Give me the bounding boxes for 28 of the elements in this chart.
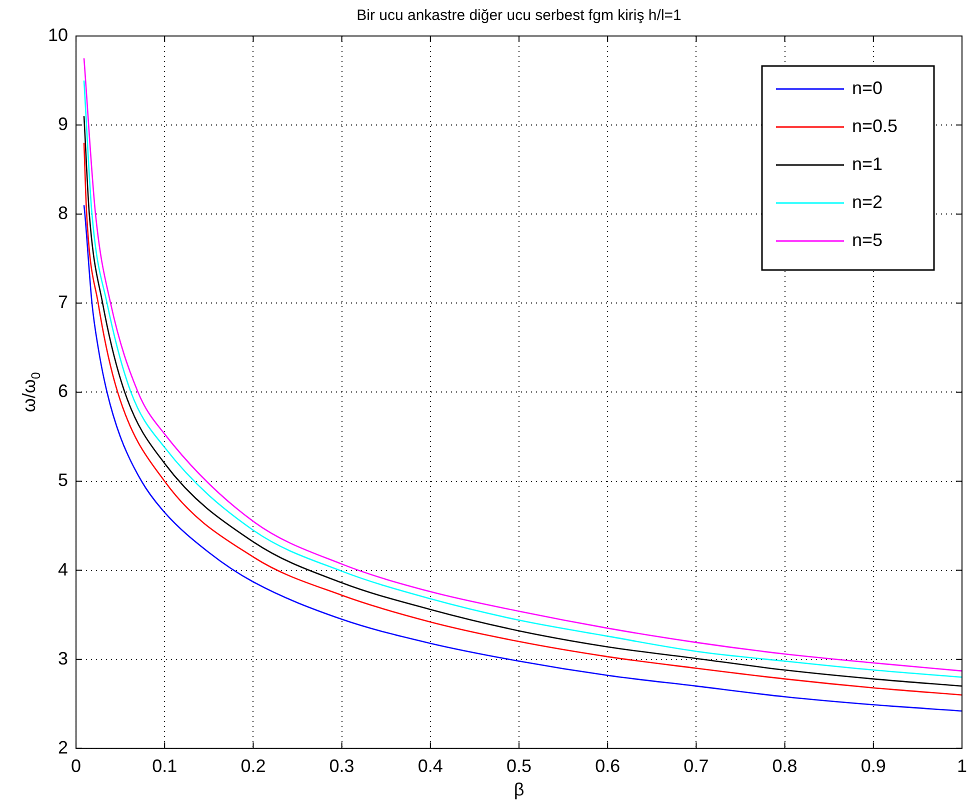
y-tick-label: 9 — [58, 114, 68, 134]
y-tick-label: 4 — [58, 559, 68, 580]
x-tick-label: 0 — [71, 756, 82, 776]
y-tick-label: 7 — [58, 292, 68, 312]
x-tick-label: 0.1 — [152, 756, 178, 776]
legend-label: n=0.5 — [852, 116, 898, 136]
legend-label: n=1 — [852, 154, 883, 174]
x-tick-label: 0.7 — [684, 756, 709, 776]
x-axis-title: β — [514, 779, 524, 800]
legend-label: n=2 — [852, 192, 883, 212]
x-tick-label: 0.5 — [506, 756, 532, 776]
legend-label: n=0 — [852, 78, 883, 98]
legend-label: n=5 — [852, 230, 883, 250]
y-axis-title: ω/ω0 — [18, 372, 43, 412]
x-tick-label: 0.4 — [418, 756, 443, 776]
y-tick-label: 2 — [58, 737, 68, 758]
x-tick-label: 0.3 — [329, 756, 354, 776]
y-tick-label: 6 — [58, 381, 68, 402]
x-tick-label: 0.8 — [772, 756, 798, 776]
y-tick-label: 8 — [58, 203, 68, 224]
y-tick-label: 10 — [48, 24, 68, 45]
x-tick-label: 0.9 — [860, 756, 886, 776]
chart-title: Bir ucu ankastre diğer ucu serbest fgm kiriş h/l=1 — [356, 7, 682, 24]
x-tick-label: 0.2 — [240, 756, 266, 776]
y-tick-label: 3 — [58, 648, 68, 668]
x-tick-label: 1 — [956, 756, 967, 776]
x-tick-label: 0.6 — [595, 756, 620, 776]
y-tick-label: 5 — [58, 470, 68, 490]
